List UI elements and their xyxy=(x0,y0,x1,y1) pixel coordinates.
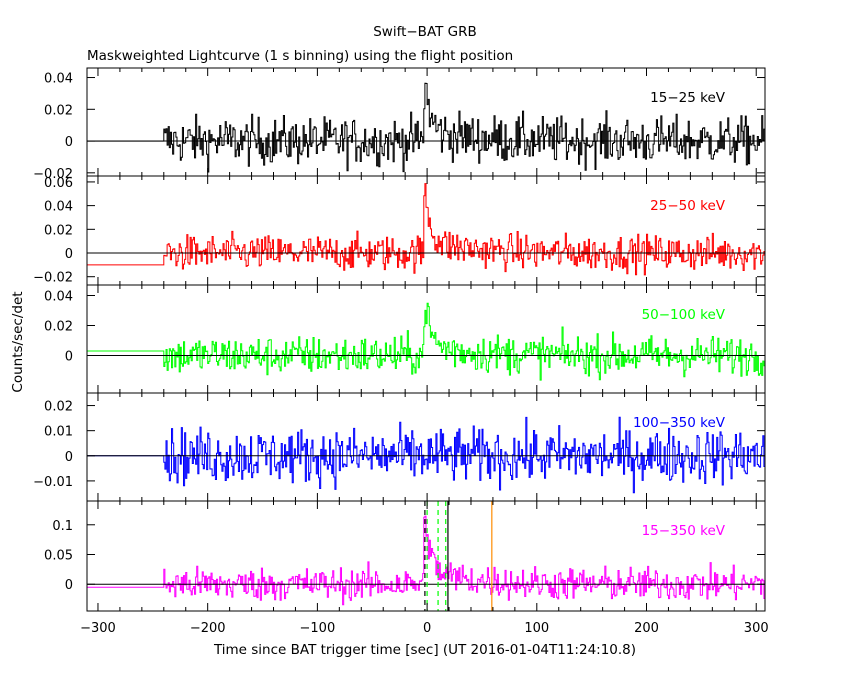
y-tick-label: 0 xyxy=(65,350,73,365)
panel-1: −0.02 0 0.02 0.04 15−25 keV xyxy=(33,67,766,182)
panel-4: −0.01 0 0.01 0.02 100−350 keV xyxy=(33,392,766,502)
y-tick-label: 0 xyxy=(65,135,73,150)
panel-frame xyxy=(86,500,766,612)
x-tick-label: −300 xyxy=(80,621,116,636)
y-tick-label: 0.02 xyxy=(44,400,73,415)
x-tick-label: 200 xyxy=(634,621,659,636)
chart-subtitle: Maskweighted Lightcurve (1 s binning) us… xyxy=(87,48,513,64)
series-line xyxy=(87,515,765,606)
y-tick-label: 0 xyxy=(65,247,73,262)
x-tick-label: −200 xyxy=(190,621,226,636)
series-line xyxy=(87,82,765,173)
y-tick-label: 0.1 xyxy=(52,519,73,534)
chart-title: Swift−BAT GRB xyxy=(373,24,477,40)
y-tick-label: 0.05 xyxy=(44,549,73,564)
y-tick-label: 0.02 xyxy=(44,320,73,335)
y-tick-label: −0.01 xyxy=(33,475,73,490)
x-tick-label: 300 xyxy=(744,621,769,636)
x-tick-label: −100 xyxy=(300,621,336,636)
y-tick-label: 0 xyxy=(65,578,73,593)
panel-frame xyxy=(86,67,766,177)
y-tick-label: 0.04 xyxy=(44,290,73,305)
panels: −0.02 0 0.02 0.04 15−25 keV −0.02 0 0.02 0.04 0.0… xyxy=(33,67,769,636)
y-tick-label: 0 xyxy=(65,450,73,465)
y-axis-label: Counts/sec/det xyxy=(10,291,26,392)
panel-label: 15−25 keV xyxy=(650,90,726,106)
y-tick-label: 0.04 xyxy=(44,200,73,215)
x-tick-label: 0 xyxy=(423,621,431,636)
y-tick-label: −0.02 xyxy=(33,271,73,286)
y-tick-label: −0.02 xyxy=(33,167,73,182)
panel-frame xyxy=(86,284,766,394)
y-tick-label: 0.06 xyxy=(44,176,73,191)
panel-3: 0 0.02 0.04 50−100 keV xyxy=(44,284,766,394)
panel-5: 0 0.05 0.1 15−350 keV xyxy=(44,500,766,612)
y-tick-label: 0.01 xyxy=(44,425,73,440)
series-line xyxy=(87,183,765,276)
x-axis-label: Time since BAT trigger time [sec] (UT 20… xyxy=(213,642,636,658)
y-tick-label: 0.04 xyxy=(44,72,73,87)
series-line xyxy=(87,416,765,494)
x-tick-label: 100 xyxy=(524,621,549,636)
panel-frame xyxy=(86,392,766,502)
panel-label: 100−350 keV xyxy=(633,415,726,431)
series-line xyxy=(87,302,765,381)
y-tick-label: 0.02 xyxy=(44,223,73,238)
panel-label: 25−50 keV xyxy=(650,198,726,214)
panel-label: 15−350 keV xyxy=(642,523,726,539)
panel-2: −0.02 0 0.02 0.04 0.06 25−50 keV xyxy=(33,175,766,286)
y-tick-label: 0.02 xyxy=(44,103,73,118)
panel-label: 50−100 keV xyxy=(642,307,726,323)
